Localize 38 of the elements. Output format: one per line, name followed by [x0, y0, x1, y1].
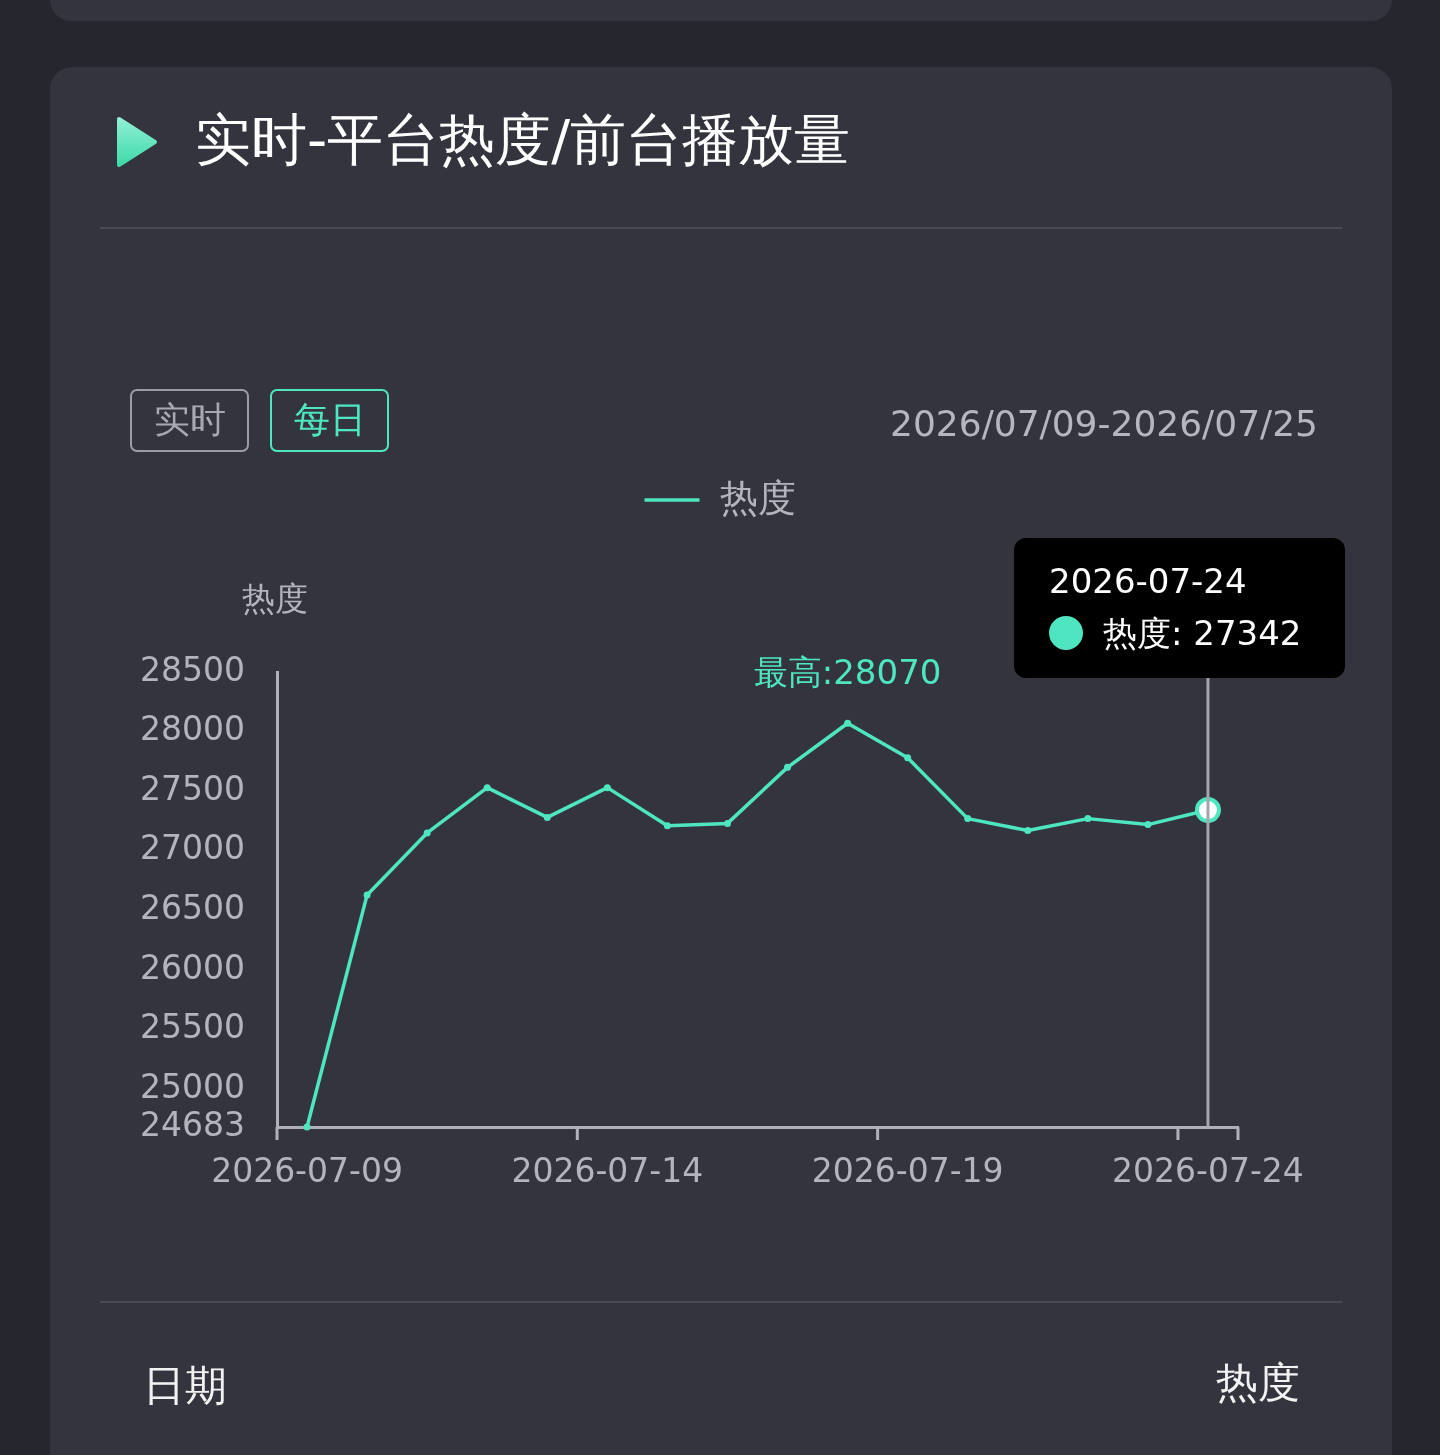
x-tick-label: 2026-07-14	[511, 1151, 704, 1191]
tooltip: 2026-07-24 热度: 27342	[1014, 538, 1346, 678]
point	[723, 819, 731, 827]
point	[904, 754, 912, 762]
point	[1024, 827, 1032, 835]
x-tick-label: 2026-07-19	[811, 1151, 1004, 1191]
toggle-button[interactable]: 每日	[270, 389, 389, 452]
point	[363, 891, 371, 899]
point	[784, 763, 792, 771]
point	[603, 784, 611, 792]
point	[1084, 815, 1092, 823]
y-tick-label: 27500	[140, 768, 245, 808]
y-tick-label: 24683	[140, 1104, 245, 1144]
chart-title: 实时-平台热度/前台播放量	[195, 106, 851, 174]
x-tick-label: 2026-07-09	[211, 1151, 403, 1191]
point	[483, 784, 491, 792]
y-tick-label: 25000	[140, 1066, 245, 1106]
y-tick-label: 25500	[140, 1007, 245, 1047]
x-tick-label: 2026-07-24	[1112, 1151, 1304, 1191]
point	[844, 719, 852, 727]
point	[663, 822, 671, 830]
text: 热度	[1216, 1357, 1300, 1409]
point	[543, 813, 551, 821]
point	[1144, 821, 1152, 829]
legend-label: 热度	[719, 475, 796, 520]
point	[964, 815, 972, 823]
y-axis-title: 热度	[242, 578, 308, 618]
toggle-button[interactable]: 实时	[130, 389, 249, 452]
y-tick-label: 26500	[140, 887, 245, 927]
chart-subtitle: 2026/07/09-2026/07/25	[890, 402, 1318, 446]
y-tick-label: 28500	[140, 649, 245, 689]
y-tick-label: 26000	[140, 947, 245, 987]
y-tick-label: 28000	[140, 709, 245, 749]
point	[303, 1123, 311, 1131]
annotation: 最高:28070	[753, 652, 942, 693]
text: 日期	[143, 1360, 227, 1412]
point	[423, 829, 431, 837]
y-tick-label: 27000	[140, 828, 245, 868]
